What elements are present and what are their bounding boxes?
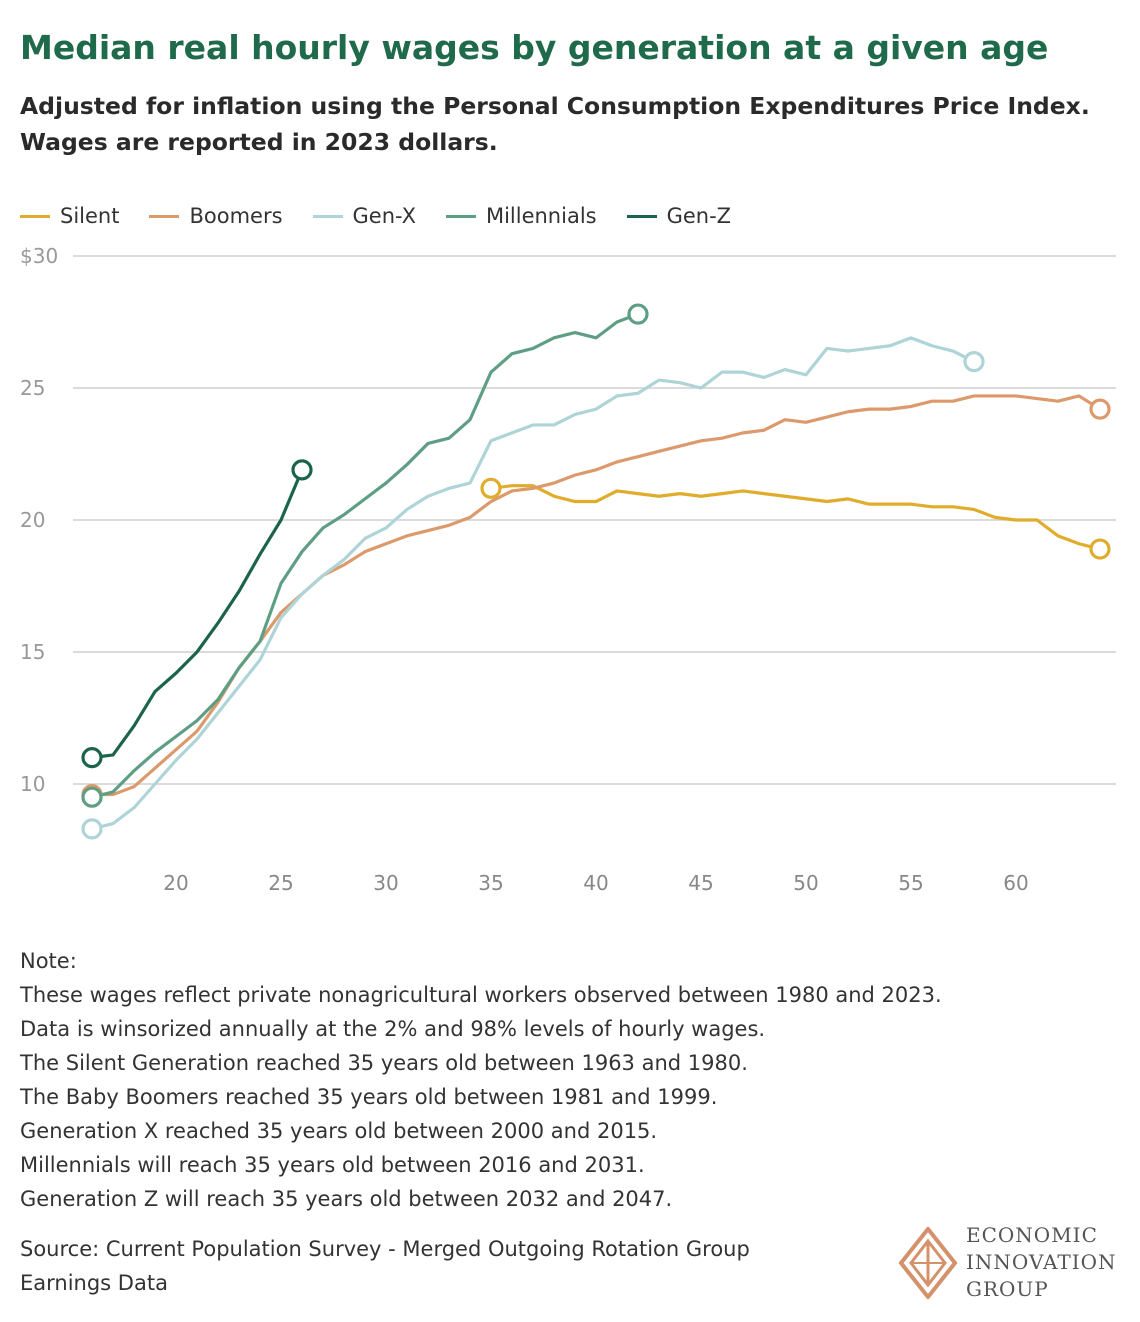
legend-item: Gen-Z	[626, 204, 732, 228]
legend-item: Silent	[20, 204, 119, 228]
note-line: The Baby Boomers reached 35 years old be…	[20, 1085, 718, 1109]
x-tick-label: 20	[163, 871, 188, 895]
legend-swatch	[149, 214, 180, 218]
chart-title: Median real hourly wages by generation a…	[20, 28, 1049, 67]
y-tick-label: $30	[20, 244, 58, 268]
line-chart: $30 25 20 15 10 20 25 30 35 40 45 50 55 60	[20, 244, 1116, 895]
diamond-logo-icon	[898, 1226, 958, 1299]
x-tick-label: 35	[478, 871, 503, 895]
y-tick-label: 25	[20, 376, 45, 400]
notes: Note: These wages reflect private nonagr…	[20, 944, 942, 1216]
legend-swatch	[312, 214, 343, 218]
logo-text: INNOVATION	[966, 1250, 1117, 1274]
note-line: Data is winsorized annually at the 2% an…	[20, 1017, 766, 1041]
y-tick-label: 15	[20, 640, 45, 664]
series-line-boomers	[92, 394, 1101, 797]
series-start-marker	[81, 786, 103, 808]
x-tick-label: 30	[373, 871, 398, 895]
series-line-millennials	[91, 312, 639, 799]
x-tick-label: 50	[793, 871, 818, 895]
series-start-marker	[81, 818, 103, 840]
legend-label: Silent	[60, 204, 120, 228]
note-label: Note:	[20, 949, 77, 973]
series-end-marker	[963, 351, 985, 373]
legend-swatch	[20, 214, 50, 218]
x-tick-label: 40	[583, 871, 608, 895]
legend-label: Gen-Z	[666, 204, 732, 228]
series-end-marker	[1089, 398, 1111, 420]
series-end-marker	[1089, 538, 1111, 560]
legend-label: Boomers	[189, 204, 283, 228]
legend-label: Gen-X	[352, 204, 416, 228]
series-line-gen-x	[91, 336, 975, 831]
series-line-silent	[490, 484, 1101, 551]
series-start-marker	[480, 477, 502, 499]
legend-item: Millennials	[445, 204, 597, 228]
note-line: These wages reflect private nonagricultu…	[20, 983, 942, 1007]
note-line: The Silent Generation reached 35 years o…	[20, 1051, 748, 1075]
y-tick-label: 10	[20, 772, 45, 796]
logo-text: GROUP	[966, 1277, 1049, 1301]
logo-text: ECONOMIC	[966, 1223, 1098, 1247]
y-tick-label: 20	[20, 508, 45, 532]
eig-logo: ECONOMIC INNOVATION GROUP	[898, 1222, 1117, 1303]
series-end-marker	[291, 459, 313, 481]
series-start-marker	[81, 746, 103, 769]
source-note: Source: Current Population Survey - Merg…	[20, 1237, 750, 1295]
x-tick-label: 45	[688, 871, 713, 895]
legend-label: Millennials	[485, 204, 597, 228]
x-tick-label: 55	[898, 871, 923, 895]
legend: Silent Boomers Gen-X Millennials Gen-Z	[20, 204, 731, 228]
x-tick-label: 60	[1003, 871, 1028, 895]
series-end-marker	[627, 303, 649, 325]
legend-item: Gen-X	[312, 204, 416, 228]
legend-swatch	[626, 214, 657, 218]
series-line-gen-z	[91, 469, 304, 760]
legend-swatch	[445, 214, 476, 218]
chart-subtitle: Adjusted for inflation using the Persona…	[20, 92, 1090, 156]
x-tick-label: 25	[268, 871, 293, 895]
note-line: Millennials will reach 35 years old betw…	[20, 1153, 645, 1177]
legend-item: Boomers	[149, 204, 283, 228]
note-line: Generation Z will reach 35 years old bet…	[20, 1187, 673, 1211]
note-line: Generation X reached 35 years old betwee…	[20, 1119, 658, 1143]
